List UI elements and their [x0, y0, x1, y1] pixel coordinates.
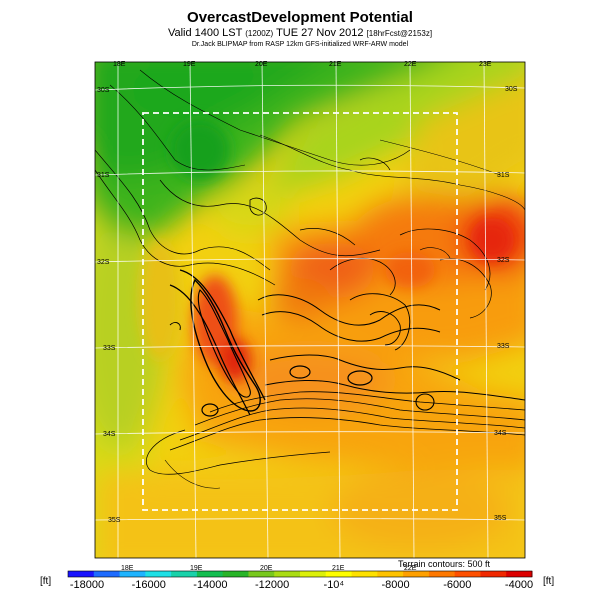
- colorbar-swatch: [325, 571, 353, 577]
- colorbar-swatch: [222, 571, 249, 577]
- lon-tick-bottom: 20E: [260, 565, 273, 572]
- colorbar-label: -14000: [193, 579, 227, 591]
- colorbar-swatch: [403, 571, 430, 577]
- colorbar-swatch: [377, 571, 404, 577]
- lon-ticks-bottom: 18E 19E 20E 21E 22E: [121, 565, 417, 572]
- lat-ticks-left: 30S 31S 32S 33S 34S 35S: [97, 87, 121, 524]
- colorbar-label: -12000: [255, 579, 289, 591]
- colorbar-swatch: [300, 571, 327, 577]
- map-subtitle: Valid 1400 LST (1200Z) TUE 27 Nov 2012 […: [0, 27, 600, 39]
- colorbar-swatch: [428, 571, 456, 577]
- lat-lon-grid: [95, 62, 525, 558]
- lon-tick-top: 18E: [113, 61, 126, 68]
- lat-tick-left: 32S: [97, 259, 110, 266]
- lon-tick-bottom: 19E: [190, 565, 203, 572]
- lat-tick-right: 34S: [494, 430, 507, 437]
- model-credit: Dr.Jack BLIPMAP from RASP 12km GFS-initi…: [191, 41, 409, 48]
- lon-tick-top: 21E: [329, 61, 342, 68]
- terrain-contours-note: Terrain contours: 500 ft: [398, 559, 491, 569]
- colorbar-labels: -18000 -16000 -14000 -12000 -10⁴ -8000 -6000 -4…: [70, 579, 533, 591]
- colorbar-swatch: [274, 571, 301, 577]
- colorbar-swatch: [196, 571, 224, 577]
- terrain-contours: [95, 69, 525, 489]
- colorbar-label: -18000: [70, 579, 104, 591]
- inner-domain-box: [142, 112, 458, 511]
- lon-tick-bottom: 21E: [332, 565, 345, 572]
- colorbar-swatch: [506, 571, 533, 577]
- lat-tick-right: 32S: [497, 257, 510, 264]
- colorbar-swatch: [68, 571, 95, 577]
- map-panel: [95, 62, 525, 558]
- lon-tick-top: 22E: [404, 61, 417, 68]
- lon-ticks-top: 18E 19E 20E 21E 22E 23E: [113, 61, 492, 68]
- lat-tick-left: 34S: [103, 431, 116, 438]
- valid-time: Valid 1400 LST: [167, 27, 243, 39]
- lat-tick-left: 31S: [97, 172, 110, 179]
- forecast-info: [18hrFcst@2153z]: [366, 29, 433, 38]
- colorbar-label: -6000: [443, 579, 471, 591]
- valid-date: TUE 27 Nov 2012: [276, 27, 364, 39]
- colorbar-label: -8000: [382, 579, 410, 591]
- colorbar-unit-left: [ft]: [40, 576, 52, 587]
- colorbar-swatch: [93, 571, 121, 577]
- lat-tick-left: 35S: [108, 517, 121, 524]
- map-title: OvercastDevelopment Potential: [187, 9, 413, 26]
- colorbar-label: -16000: [132, 579, 166, 591]
- colorbar-swatch: [351, 571, 378, 577]
- lat-tick-left: 30S: [97, 87, 110, 94]
- lat-ticks-right: 30S 31S 32S 33S 34S 35S: [494, 86, 518, 522]
- lat-tick-right: 35S: [494, 515, 507, 522]
- field-shading: [95, 62, 525, 558]
- lat-tick-right: 31S: [497, 172, 510, 179]
- lon-tick-bottom: 18E: [121, 565, 134, 572]
- lat-tick-right: 30S: [505, 86, 518, 93]
- colorbar-unit-right: [ft]: [543, 576, 555, 587]
- colorbar-frame: [67, 570, 533, 578]
- colorbar-swatch: [171, 571, 198, 577]
- lon-tick-bottom: 22E: [404, 565, 417, 572]
- colorbar-label: -4000: [505, 579, 533, 591]
- lon-tick-top: 23E: [479, 61, 492, 68]
- colorbar-swatch: [454, 571, 481, 577]
- colorbar-swatch: [480, 571, 507, 577]
- colorbar-label: -10⁴: [324, 579, 345, 591]
- map-frame: [94, 61, 526, 559]
- lat-tick-right: 33S: [497, 343, 510, 350]
- colorbar-swatch: [248, 571, 275, 577]
- lon-tick-top: 19E: [183, 61, 196, 68]
- colorbar: [67, 570, 533, 578]
- colorbar-swatch: [119, 571, 146, 577]
- colorbar-swatch: [145, 571, 172, 577]
- utc-time: (1200Z): [245, 29, 274, 38]
- lon-tick-top: 20E: [255, 61, 268, 68]
- lat-tick-left: 33S: [103, 345, 116, 352]
